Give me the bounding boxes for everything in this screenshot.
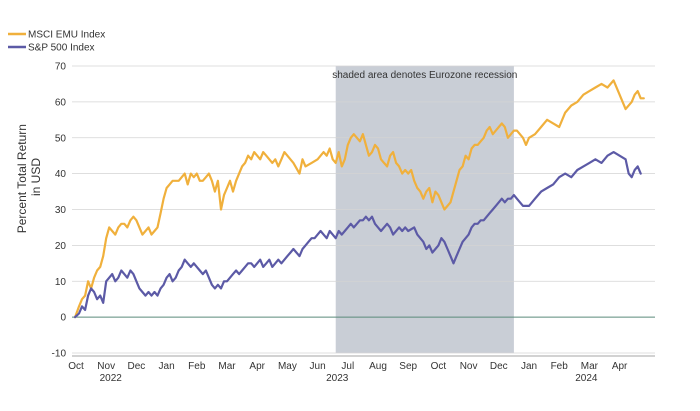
- x-tick-label: Jan: [159, 361, 175, 372]
- x-tick-label: Mar: [581, 361, 599, 372]
- series-line-msci-emu: [74, 79, 645, 319]
- y-axis-title-line2: in USD: [29, 158, 43, 196]
- y-tick-label: 30: [55, 205, 67, 216]
- x-tick-label: Feb: [188, 361, 206, 372]
- x-tick-label: Nov: [460, 361, 478, 372]
- legend-label: MSCI EMU Index: [28, 30, 105, 41]
- x-year-label: 2022: [100, 373, 123, 384]
- y-axis-title: Percent Total Return in USD: [15, 121, 43, 234]
- x-year-label: 2024: [575, 373, 598, 384]
- x-axis-years: 2022 2023 2024: [100, 373, 598, 384]
- x-tick-label: Oct: [68, 361, 84, 372]
- x-tick-label: May: [278, 361, 297, 372]
- x-tick-label: Oct: [431, 361, 447, 372]
- gridlines: [72, 65, 655, 357]
- y-tick-label: 70: [55, 62, 67, 73]
- legend: MSCI EMU Index S&P 500 Index: [8, 30, 105, 54]
- x-tick-label: Sep: [399, 361, 417, 372]
- series-line-sp500: [74, 151, 642, 319]
- x-axis-ticks: Oct Nov Dec Jan Feb Mar Apr May Jun Jul Aug Sep Oct N…: [68, 361, 628, 372]
- y-tick-label: 40: [55, 169, 67, 180]
- y-axis-title-line1: Percent Total Return: [15, 124, 29, 233]
- y-tick-label: 0: [60, 313, 66, 324]
- x-tick-label: Apr: [249, 361, 265, 372]
- y-tick-label: 10: [55, 277, 67, 288]
- x-tick-label: Nov: [97, 361, 115, 372]
- legend-label: S&P 500 Index: [28, 43, 95, 54]
- y-tick-label: 60: [55, 97, 67, 108]
- x-tick-label: Aug: [369, 361, 387, 372]
- y-axis-ticks: -10 0 10 20 30 40 50 60 70: [52, 62, 67, 360]
- x-tick-label: Jan: [521, 361, 537, 372]
- y-tick-label: 20: [55, 241, 67, 252]
- series-layer: [74, 79, 645, 319]
- shaded-region-label: shaded area denotes Eurozone recession: [332, 70, 517, 81]
- x-tick-label: Feb: [551, 361, 569, 372]
- x-tick-label: Jun: [310, 361, 326, 372]
- x-tick-label: Apr: [612, 361, 628, 372]
- x-tick-label: Jul: [341, 361, 354, 372]
- x-year-label: 2023: [326, 373, 349, 384]
- y-tick-label: 50: [55, 133, 67, 144]
- y-tick-label: -10: [52, 349, 67, 360]
- x-tick-label: Dec: [128, 361, 146, 372]
- x-tick-label: Dec: [490, 361, 508, 372]
- x-tick-label: Mar: [218, 361, 236, 372]
